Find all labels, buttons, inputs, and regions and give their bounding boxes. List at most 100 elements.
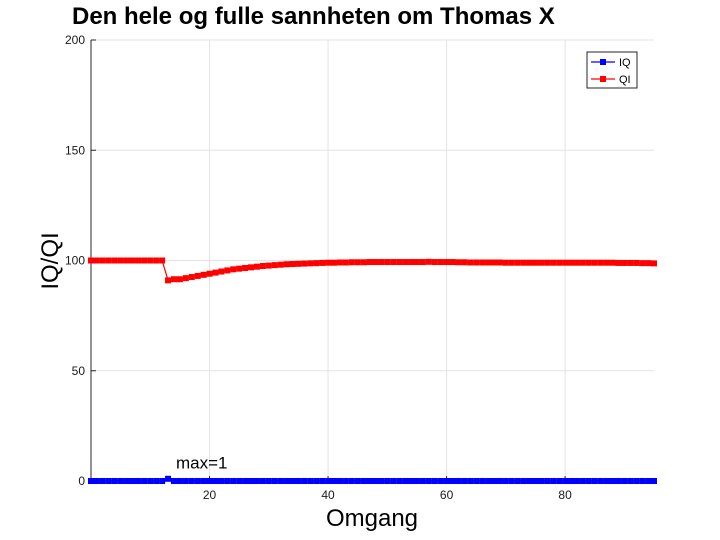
data-point-qi xyxy=(609,259,616,266)
data-point-iq xyxy=(378,478,385,484)
data-point-iq xyxy=(348,478,355,484)
data-point-iq xyxy=(88,478,94,484)
data-point-iq xyxy=(520,478,527,484)
data-point-qi xyxy=(633,259,640,266)
data-point-qi xyxy=(651,260,657,267)
data-point-qi xyxy=(147,257,154,264)
data-point-qi xyxy=(129,257,136,264)
data-point-iq xyxy=(502,478,509,484)
data-point-qi xyxy=(562,259,569,266)
data-point-iq xyxy=(342,478,349,484)
data-point-iq xyxy=(609,478,616,484)
data-point-iq xyxy=(615,478,622,484)
series-layer xyxy=(88,257,657,484)
data-point-qi xyxy=(212,269,219,276)
x-tick-label: 80 xyxy=(558,488,572,502)
legend-marker-iq xyxy=(600,59,606,65)
data-point-iq xyxy=(236,478,243,484)
data-point-qi xyxy=(431,259,438,266)
data-point-iq xyxy=(176,478,183,484)
data-point-qi xyxy=(170,276,177,283)
data-point-iq xyxy=(289,478,296,484)
data-point-iq xyxy=(544,478,551,484)
data-point-qi xyxy=(425,258,432,265)
data-point-qi xyxy=(544,259,551,266)
data-point-qi xyxy=(538,259,545,266)
data-point-iq xyxy=(467,478,474,484)
data-point-iq xyxy=(170,478,177,484)
data-point-iq xyxy=(425,478,432,484)
data-point-iq xyxy=(585,478,592,484)
data-point-iq xyxy=(123,478,130,484)
data-point-qi xyxy=(182,275,189,282)
data-point-iq xyxy=(431,478,438,484)
data-point-iq xyxy=(538,478,545,484)
y-tick-label: 50 xyxy=(72,364,86,378)
legend-label-qi: QI xyxy=(619,74,631,86)
data-point-iq xyxy=(301,478,308,484)
data-point-iq xyxy=(319,478,326,484)
data-point-iq xyxy=(591,478,598,484)
data-point-iq xyxy=(651,478,657,484)
data-point-qi xyxy=(621,259,628,266)
data-point-qi xyxy=(224,267,231,274)
data-point-qi xyxy=(473,259,480,266)
data-point-qi xyxy=(277,261,284,268)
data-point-qi xyxy=(390,259,397,266)
data-point-qi xyxy=(461,259,468,266)
data-point-iq xyxy=(508,478,515,484)
data-point-qi xyxy=(532,259,539,266)
data-point-iq xyxy=(105,478,112,484)
data-point-qi xyxy=(271,262,278,269)
data-point-iq xyxy=(408,478,415,484)
data-point-iq xyxy=(550,478,557,484)
data-point-iq xyxy=(265,478,272,484)
data-point-qi xyxy=(627,259,634,266)
data-point-qi xyxy=(123,257,130,264)
data-point-iq xyxy=(230,478,237,484)
data-point-qi xyxy=(437,259,444,266)
data-point-qi xyxy=(615,259,622,266)
data-point-qi xyxy=(556,259,563,266)
data-point-qi xyxy=(467,259,474,266)
data-point-qi xyxy=(111,257,118,264)
data-point-qi xyxy=(573,259,580,266)
data-point-iq xyxy=(402,478,409,484)
data-point-qi xyxy=(402,259,409,266)
data-point-iq xyxy=(390,478,397,484)
data-point-qi xyxy=(99,257,106,264)
chart-title: Den hele og fulle sannheten om Thomas X xyxy=(72,3,555,30)
data-point-qi xyxy=(88,257,94,264)
data-point-iq xyxy=(93,478,100,484)
data-point-qi xyxy=(301,260,308,267)
data-point-qi xyxy=(579,259,586,266)
data-point-qi xyxy=(342,259,349,266)
data-point-iq xyxy=(473,478,480,484)
data-point-qi xyxy=(550,259,557,266)
data-point-iq xyxy=(253,478,260,484)
data-point-iq xyxy=(325,478,332,484)
data-point-iq xyxy=(621,478,628,484)
data-point-iq xyxy=(437,478,444,484)
data-point-iq xyxy=(117,478,124,484)
data-point-qi xyxy=(568,259,575,266)
data-point-qi xyxy=(366,259,373,266)
data-point-iq xyxy=(603,478,610,484)
data-point-iq xyxy=(129,478,136,484)
data-point-iq xyxy=(384,478,391,484)
data-point-qi xyxy=(242,264,249,271)
data-point-qi xyxy=(449,259,456,266)
data-point-qi xyxy=(585,259,592,266)
data-point-qi xyxy=(455,259,462,266)
data-point-iq xyxy=(568,478,575,484)
data-point-iq xyxy=(562,478,569,484)
data-point-qi xyxy=(194,272,201,279)
data-point-iq xyxy=(330,478,337,484)
data-point-iq xyxy=(182,478,189,484)
data-point-iq xyxy=(514,478,521,484)
data-point-iq xyxy=(413,478,420,484)
data-point-iq xyxy=(366,478,373,484)
data-point-iq xyxy=(153,478,160,484)
data-point-iq xyxy=(645,478,652,484)
